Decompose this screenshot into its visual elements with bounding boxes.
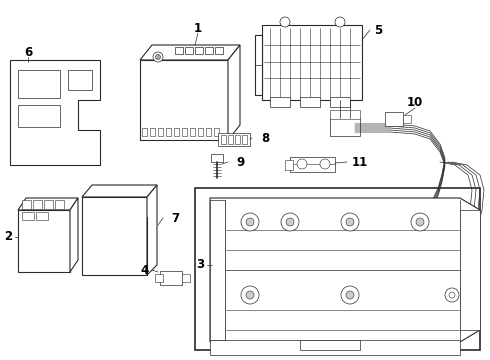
Circle shape — [153, 52, 163, 62]
Circle shape — [246, 218, 254, 226]
Circle shape — [246, 291, 254, 299]
Text: 2: 2 — [4, 230, 12, 243]
Bar — [182, 274, 190, 282]
Bar — [300, 97, 320, 107]
Circle shape — [241, 213, 259, 231]
Text: 11: 11 — [352, 156, 368, 168]
Bar — [36, 212, 48, 220]
Bar — [158, 128, 163, 136]
Polygon shape — [18, 198, 78, 210]
Bar — [221, 135, 226, 144]
Bar — [18, 210, 70, 272]
Bar — [228, 135, 233, 144]
Circle shape — [286, 218, 294, 226]
Text: 4: 4 — [141, 264, 149, 276]
Polygon shape — [10, 60, 100, 165]
Bar — [330, 97, 350, 107]
Text: 10: 10 — [407, 96, 423, 109]
Bar — [300, 340, 360, 350]
Bar — [18, 70, 60, 98]
Bar — [22, 200, 31, 209]
Circle shape — [416, 218, 424, 226]
Bar — [218, 133, 250, 146]
Bar — [215, 47, 223, 54]
Text: 6: 6 — [24, 45, 32, 58]
Circle shape — [320, 159, 330, 169]
Bar — [82, 197, 147, 275]
Circle shape — [341, 286, 359, 304]
Polygon shape — [82, 185, 157, 197]
Bar — [385, 112, 403, 126]
Circle shape — [346, 218, 354, 226]
Bar — [214, 128, 219, 136]
Text: 3: 3 — [196, 258, 204, 271]
Bar — [211, 154, 223, 162]
Bar — [33, 200, 42, 209]
Polygon shape — [147, 185, 157, 275]
Circle shape — [346, 291, 354, 299]
Polygon shape — [210, 200, 225, 340]
Bar — [182, 128, 187, 136]
Bar — [242, 135, 247, 144]
Bar — [140, 60, 228, 140]
Circle shape — [155, 54, 161, 59]
Bar — [185, 47, 193, 54]
Bar — [160, 271, 182, 285]
Bar — [330, 118, 360, 136]
Bar — [155, 274, 163, 282]
Circle shape — [341, 213, 359, 231]
Bar — [403, 115, 411, 123]
Bar — [175, 47, 183, 54]
Text: 9: 9 — [236, 156, 244, 168]
Bar — [22, 212, 34, 220]
Circle shape — [241, 286, 259, 304]
Bar — [190, 128, 195, 136]
Circle shape — [445, 288, 459, 302]
Bar — [18, 105, 60, 127]
Polygon shape — [228, 45, 240, 140]
Bar — [235, 135, 240, 144]
Bar — [44, 200, 53, 209]
Text: 1: 1 — [194, 22, 202, 35]
Circle shape — [280, 17, 290, 27]
Bar — [142, 128, 147, 136]
Bar — [262, 25, 362, 100]
Bar — [174, 128, 179, 136]
Bar — [285, 160, 293, 170]
Bar — [206, 128, 211, 136]
Bar — [330, 110, 360, 119]
Text: 5: 5 — [374, 23, 382, 36]
Bar — [166, 128, 171, 136]
Circle shape — [335, 17, 345, 27]
Bar — [198, 128, 203, 136]
Bar — [55, 200, 64, 209]
Circle shape — [449, 292, 455, 298]
Text: 7: 7 — [171, 211, 179, 225]
Circle shape — [411, 213, 429, 231]
Polygon shape — [460, 210, 480, 330]
Polygon shape — [210, 340, 460, 355]
Bar — [195, 188, 480, 350]
Bar — [195, 47, 203, 54]
Circle shape — [281, 213, 299, 231]
Bar — [290, 157, 335, 172]
Polygon shape — [140, 45, 240, 60]
Text: 8: 8 — [261, 131, 269, 144]
Polygon shape — [255, 35, 262, 95]
Circle shape — [297, 159, 307, 169]
Bar — [205, 47, 213, 54]
Bar — [68, 70, 92, 90]
Polygon shape — [70, 198, 78, 272]
Polygon shape — [210, 198, 480, 342]
Bar — [150, 128, 155, 136]
Bar — [270, 97, 290, 107]
